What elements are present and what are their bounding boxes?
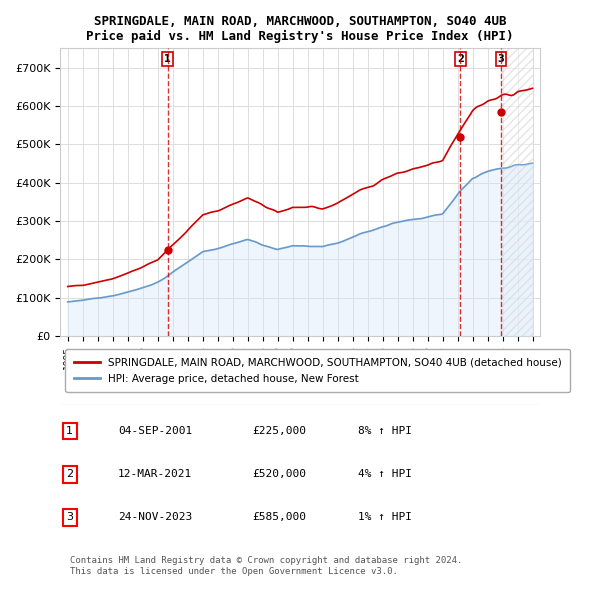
Text: 24-NOV-2023: 24-NOV-2023 [118,513,192,522]
Text: 1: 1 [164,54,171,64]
Text: £225,000: £225,000 [252,426,306,436]
Legend: SPRINGDALE, MAIN ROAD, MARCHWOOD, SOUTHAMPTON, SO40 4UB (detached house), HPI: A: SPRINGDALE, MAIN ROAD, MARCHWOOD, SOUTHA… [65,349,570,392]
Text: 3: 3 [497,54,505,64]
Text: Contains HM Land Registry data © Crown copyright and database right 2024.
This d: Contains HM Land Registry data © Crown c… [70,556,462,576]
Text: 12-MAR-2021: 12-MAR-2021 [118,469,192,479]
Text: 1% ↑ HPI: 1% ↑ HPI [358,513,412,522]
Title: SPRINGDALE, MAIN ROAD, MARCHWOOD, SOUTHAMPTON, SO40 4UB
Price paid vs. HM Land R: SPRINGDALE, MAIN ROAD, MARCHWOOD, SOUTHA… [86,15,514,43]
Text: 3: 3 [67,513,73,522]
Text: 04-SEP-2001: 04-SEP-2001 [118,426,192,436]
Text: £585,000: £585,000 [252,513,306,522]
Text: 8% ↑ HPI: 8% ↑ HPI [358,426,412,436]
Text: 1: 1 [67,426,73,436]
Text: 4% ↑ HPI: 4% ↑ HPI [358,469,412,479]
Text: 2: 2 [457,54,464,64]
Text: £520,000: £520,000 [252,469,306,479]
Text: 2: 2 [66,469,73,479]
